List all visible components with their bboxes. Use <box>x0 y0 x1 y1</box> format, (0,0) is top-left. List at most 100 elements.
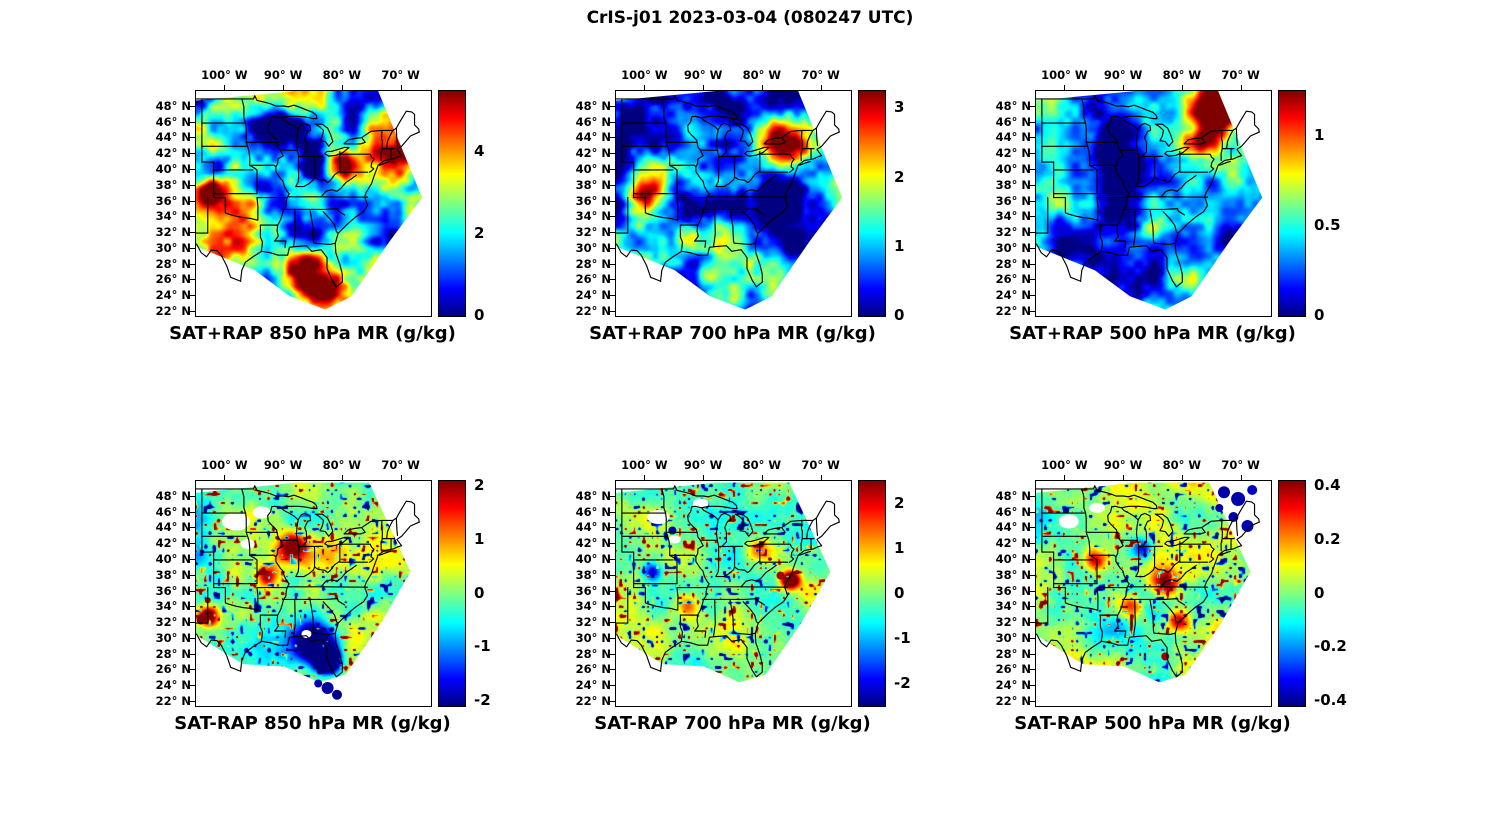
lat-tick-label: 40° N <box>155 161 191 176</box>
lon-tick-label: 80° W <box>322 68 362 82</box>
lat-tick-mark <box>1030 263 1035 265</box>
colorbar-tick-label: 2 <box>894 167 905 186</box>
lat-tick-label: 30° N <box>155 240 191 255</box>
lat-tick-mark <box>190 263 195 265</box>
lat-tick-mark <box>190 247 195 249</box>
lat-tick-mark <box>190 279 195 281</box>
lat-tick-label: 22° N <box>995 694 1031 709</box>
colorbar <box>438 480 466 707</box>
lon-tick-label: 100° W <box>621 458 668 472</box>
lat-tick-mark <box>190 168 195 170</box>
lat-tick-label: 44° N <box>155 520 191 535</box>
lat-tick-mark <box>610 232 615 234</box>
lat-tick-label: 44° N <box>995 520 1031 535</box>
lon-tick-mark <box>1240 475 1242 480</box>
lat-tick-label: 46° N <box>155 114 191 129</box>
colorbar-tick-label: 0.2 <box>1314 529 1341 548</box>
lon-tick-label: 70° W <box>381 458 420 472</box>
colorbar-tick-label: 0 <box>1314 583 1325 602</box>
lon-tick-mark <box>644 85 646 90</box>
lat-tick-mark <box>190 495 195 497</box>
lon-tick-label: 80° W <box>1162 458 1202 472</box>
lat-tick-mark <box>190 216 195 218</box>
lat-tick-label: 44° N <box>155 130 191 145</box>
lat-tick-mark <box>1030 511 1035 513</box>
map-plot-area <box>615 480 852 707</box>
lat-tick-mark <box>1030 184 1035 186</box>
lat-tick-mark <box>190 590 195 592</box>
lat-tick-mark <box>190 137 195 139</box>
lat-tick-mark <box>1030 495 1035 497</box>
lat-tick-label: 46° N <box>155 504 191 519</box>
colorbar-tick-label: 4 <box>474 142 485 161</box>
lat-tick-label: 44° N <box>575 520 611 535</box>
lat-tick-label: 30° N <box>155 630 191 645</box>
lat-tick-mark <box>190 606 195 608</box>
lat-tick-mark <box>610 247 615 249</box>
lat-tick-mark <box>610 606 615 608</box>
map-plot-area <box>195 90 432 317</box>
lat-tick-mark <box>610 558 615 560</box>
lat-tick-label: 24° N <box>575 678 611 693</box>
lat-tick-label: 34° N <box>995 599 1031 614</box>
lat-tick-mark <box>610 295 615 297</box>
colorbar <box>1278 90 1306 317</box>
lat-tick-mark <box>1030 558 1035 560</box>
lat-tick-label: 22° N <box>155 304 191 319</box>
lon-tick-label: 90° W <box>683 68 723 82</box>
lat-tick-label: 34° N <box>995 209 1031 224</box>
lat-tick-mark <box>1030 247 1035 249</box>
panel-title: SAT+RAP 850 hPa MR (g/kg) <box>169 323 456 344</box>
lat-tick-label: 36° N <box>995 583 1031 598</box>
colorbar <box>858 90 886 317</box>
lat-tick-label: 36° N <box>155 583 191 598</box>
map-canvas <box>196 91 431 316</box>
lat-tick-mark <box>190 637 195 639</box>
lat-tick-label: 28° N <box>995 646 1031 661</box>
lat-tick-label: 30° N <box>995 630 1031 645</box>
lat-tick-label: 38° N <box>155 567 191 582</box>
lat-tick-label: 48° N <box>995 488 1031 503</box>
lat-tick-label: 38° N <box>155 177 191 192</box>
lon-tick-mark <box>820 475 822 480</box>
lat-tick-label: 38° N <box>995 177 1031 192</box>
lon-tick-label: 80° W <box>742 68 782 82</box>
lon-tick-mark <box>1064 475 1066 480</box>
lat-tick-mark <box>610 168 615 170</box>
lat-tick-label: 42° N <box>155 536 191 551</box>
lon-tick-label: 90° W <box>263 68 303 82</box>
colorbar-tick-label: 2 <box>474 476 485 495</box>
colorbar-tick-label: -2 <box>474 690 491 709</box>
lat-tick-label: 22° N <box>995 304 1031 319</box>
lat-tick-mark <box>190 685 195 687</box>
lat-tick-label: 26° N <box>155 272 191 287</box>
lon-tick-mark <box>224 475 226 480</box>
lat-tick-mark <box>190 153 195 155</box>
lat-tick-mark <box>610 311 615 313</box>
lat-tick-label: 36° N <box>575 193 611 208</box>
lat-tick-mark <box>610 527 615 529</box>
lat-tick-mark <box>610 653 615 655</box>
lat-tick-mark <box>1030 121 1035 123</box>
lat-tick-label: 46° N <box>575 114 611 129</box>
lon-tick-label: 100° W <box>621 68 668 82</box>
lon-tick-label: 80° W <box>322 458 362 472</box>
lat-tick-label: 42° N <box>155 146 191 161</box>
lat-tick-label: 42° N <box>575 536 611 551</box>
lat-tick-label: 32° N <box>995 225 1031 240</box>
lat-tick-mark <box>610 637 615 639</box>
lat-tick-mark <box>610 137 615 139</box>
colorbar-tick-label: 2 <box>894 493 905 512</box>
map-plot-area <box>195 480 432 707</box>
lat-tick-mark <box>610 701 615 703</box>
lat-tick-label: 36° N <box>155 193 191 208</box>
colorbar-tick-label: 0 <box>1314 306 1325 324</box>
colorbar-tick-label: -2 <box>894 673 911 692</box>
lat-tick-mark <box>1030 153 1035 155</box>
colorbar-tick-label: -0.4 <box>1314 690 1347 709</box>
lon-tick-mark <box>341 475 343 480</box>
lat-tick-label: 48° N <box>155 488 191 503</box>
lon-tick-label: 100° W <box>201 68 248 82</box>
lon-tick-mark <box>1123 85 1125 90</box>
